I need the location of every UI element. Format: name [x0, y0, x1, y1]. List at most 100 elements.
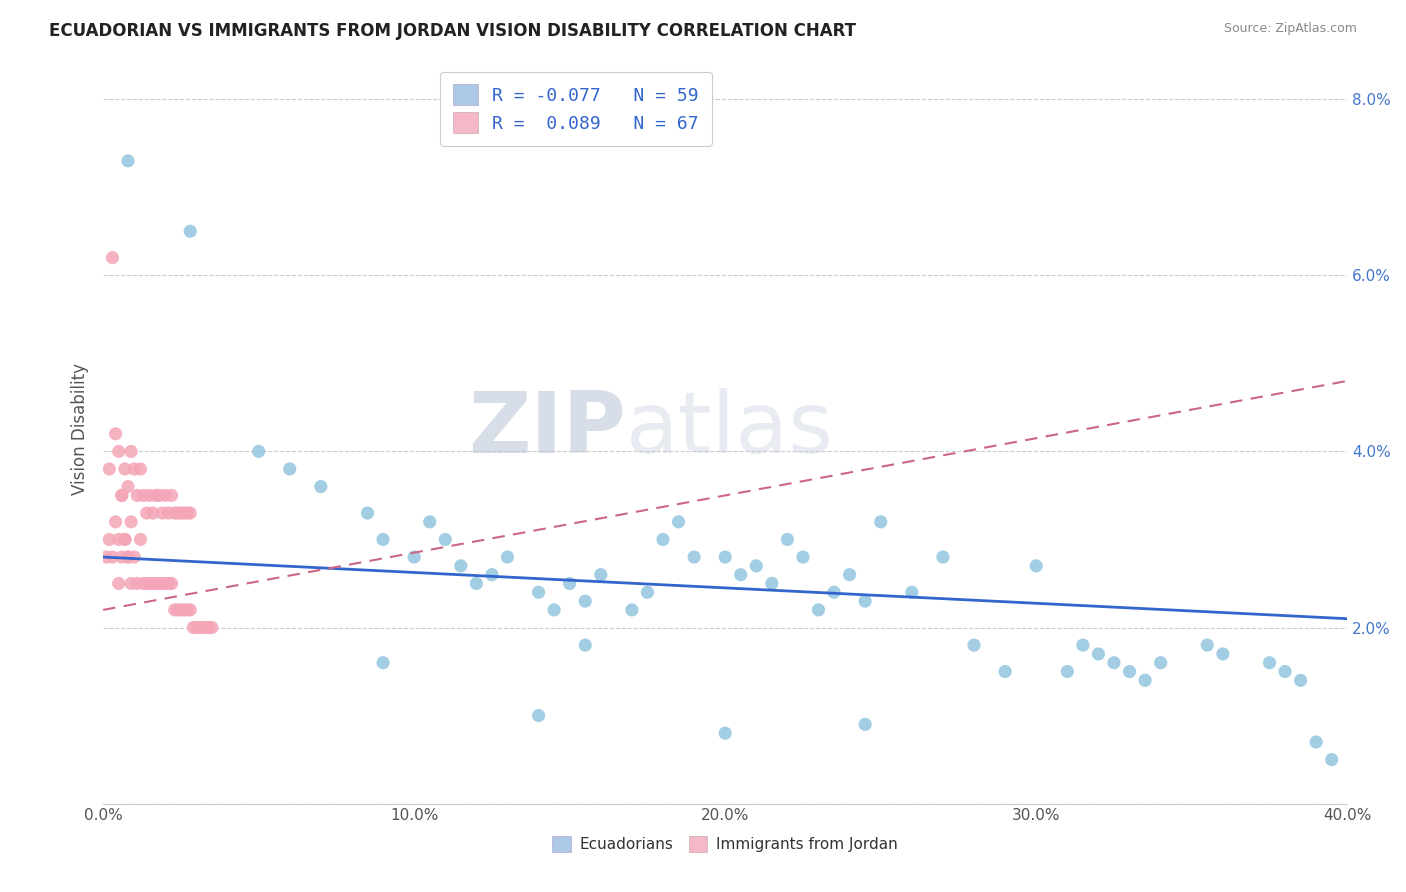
Point	[114, 533, 136, 547]
Point	[194, 620, 217, 634]
Legend: Ecuadorians, Immigrants from Jordan: Ecuadorians, Immigrants from Jordan	[544, 829, 905, 860]
Point	[1320, 753, 1343, 767]
Point	[465, 576, 488, 591]
Point	[107, 576, 129, 591]
Point	[636, 585, 658, 599]
Point	[853, 717, 876, 731]
Point	[117, 153, 139, 168]
Point	[96, 550, 118, 565]
Point	[371, 533, 394, 547]
Point	[589, 567, 612, 582]
Point	[163, 506, 186, 520]
Point	[356, 506, 378, 520]
Point	[117, 480, 139, 494]
Point	[170, 506, 193, 520]
Y-axis label: Vision Disability: Vision Disability	[72, 363, 89, 495]
Point	[98, 462, 121, 476]
Point	[166, 603, 188, 617]
Point	[574, 638, 596, 652]
Point	[183, 620, 205, 634]
Point	[173, 506, 195, 520]
Point	[1289, 673, 1312, 688]
Point	[527, 708, 550, 723]
Point	[1212, 647, 1234, 661]
Point	[1305, 735, 1327, 749]
Point	[120, 576, 142, 591]
Point	[932, 550, 955, 565]
Point	[179, 603, 201, 617]
Point	[419, 515, 441, 529]
Point	[139, 576, 162, 591]
Point	[148, 488, 170, 502]
Point	[1025, 558, 1047, 573]
Point	[188, 620, 211, 634]
Point	[450, 558, 472, 573]
Point	[714, 550, 737, 565]
Point	[135, 576, 157, 591]
Point	[404, 550, 426, 565]
Point	[1133, 673, 1156, 688]
Point	[201, 620, 224, 634]
Point	[776, 533, 799, 547]
Point	[170, 603, 193, 617]
Point	[574, 594, 596, 608]
Point	[98, 533, 121, 547]
Point	[278, 462, 301, 476]
Point	[527, 585, 550, 599]
Point	[111, 488, 134, 502]
Point	[120, 444, 142, 458]
Point	[191, 620, 214, 634]
Text: ECUADORIAN VS IMMIGRANTS FROM JORDAN VISION DISABILITY CORRELATION CHART: ECUADORIAN VS IMMIGRANTS FROM JORDAN VIS…	[49, 22, 856, 40]
Point	[142, 506, 165, 520]
Point	[807, 603, 830, 617]
Point	[1118, 665, 1140, 679]
Point	[111, 550, 134, 565]
Point	[104, 515, 127, 529]
Point	[122, 462, 145, 476]
Point	[104, 426, 127, 441]
Point	[186, 620, 208, 634]
Point	[963, 638, 986, 652]
Point	[114, 533, 136, 547]
Point	[371, 656, 394, 670]
Point	[157, 506, 180, 520]
Point	[869, 515, 891, 529]
Point	[247, 444, 270, 458]
Point	[117, 550, 139, 565]
Point	[792, 550, 814, 565]
Point	[668, 515, 690, 529]
Text: ZIP: ZIP	[468, 388, 626, 471]
Point	[122, 550, 145, 565]
Point	[114, 462, 136, 476]
Point	[198, 620, 221, 634]
Point	[150, 576, 173, 591]
Point	[160, 576, 183, 591]
Point	[107, 444, 129, 458]
Point	[1102, 656, 1125, 670]
Point	[132, 576, 155, 591]
Point	[730, 567, 752, 582]
Point	[496, 550, 519, 565]
Point	[160, 488, 183, 502]
Point	[1056, 665, 1078, 679]
Point	[1071, 638, 1094, 652]
Point	[132, 488, 155, 502]
Point	[107, 533, 129, 547]
Point	[176, 506, 198, 520]
Point	[434, 533, 457, 547]
Point	[163, 603, 186, 617]
Point	[761, 576, 783, 591]
Point	[150, 506, 173, 520]
Point	[145, 488, 167, 502]
Point	[558, 576, 581, 591]
Text: atlas: atlas	[626, 388, 834, 471]
Point	[745, 558, 768, 573]
Point	[155, 576, 177, 591]
Point	[714, 726, 737, 740]
Point	[129, 462, 152, 476]
Point	[127, 488, 149, 502]
Point	[1087, 647, 1109, 661]
Point	[148, 576, 170, 591]
Point	[117, 550, 139, 565]
Point	[179, 224, 201, 238]
